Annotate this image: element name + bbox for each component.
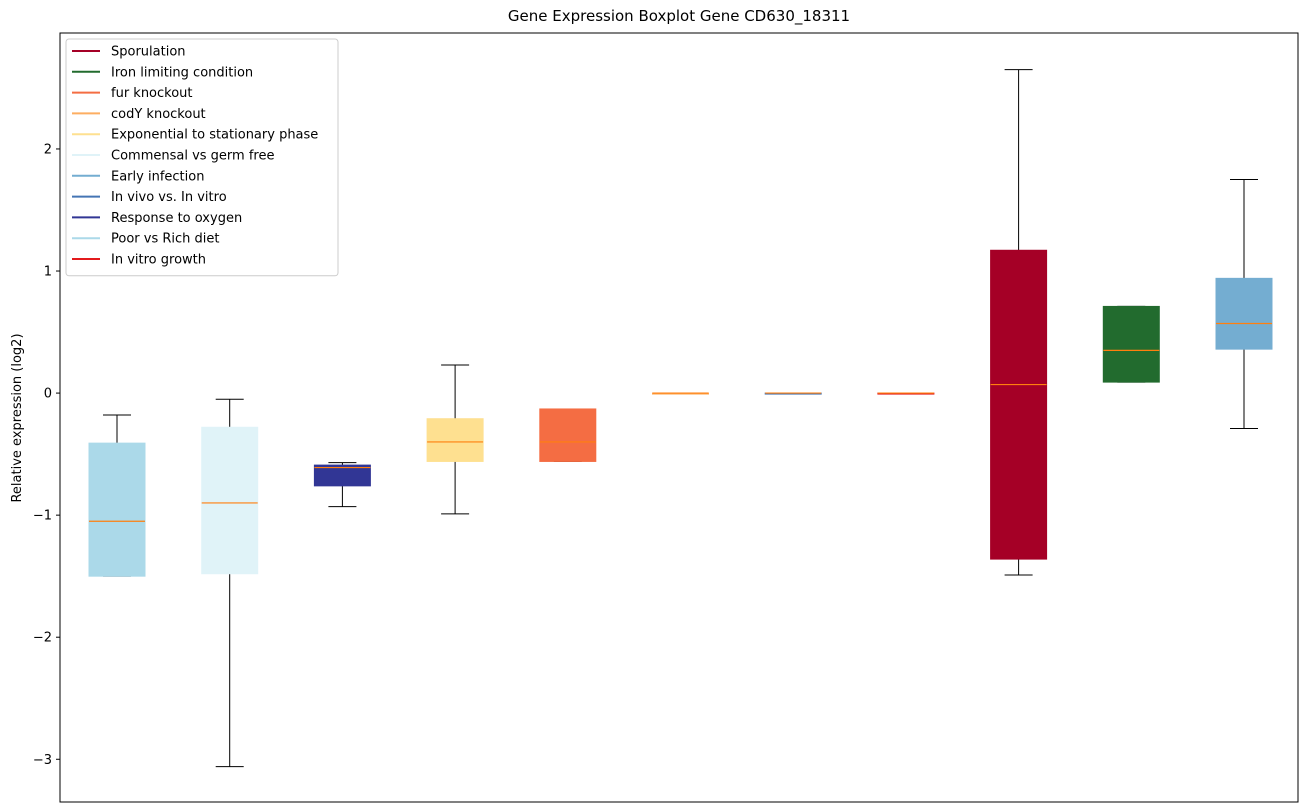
box-iqr	[313, 464, 371, 487]
legend-label: Exponential to stationary phase	[111, 128, 318, 143]
y-tick-label: −3	[33, 753, 52, 768]
legend: Sporulation Iron limiting condition fur kn…	[65, 38, 339, 277]
legend-frame	[65, 38, 339, 277]
box-iqr	[88, 442, 146, 577]
legend-label: In vitro growth	[111, 253, 206, 268]
box-iqr	[1102, 305, 1160, 383]
box-iqr	[539, 408, 597, 462]
box-iqr	[201, 426, 259, 575]
box-group	[313, 462, 371, 508]
y-axis-ticks: −3 −2 −1 0 1 2	[33, 142, 60, 768]
y-tick-label: 2	[44, 142, 52, 157]
y-tick-label: −1	[33, 509, 52, 524]
box-iqr	[1215, 277, 1273, 350]
y-tick-label: 1	[44, 265, 52, 280]
legend-label: Commensal vs germ free	[111, 149, 274, 164]
box-iqr	[990, 249, 1048, 560]
box-group	[539, 408, 597, 462]
legend-label: In vivo vs. In vitro	[111, 190, 227, 205]
chart-title: Gene Expression Boxplot Gene CD630_18311	[508, 7, 850, 26]
legend-label: fur knockout	[111, 86, 193, 101]
y-tick-label: −2	[33, 631, 52, 646]
box-group	[877, 392, 935, 395]
box-group	[990, 69, 1048, 576]
legend-label: codY knockout	[111, 107, 206, 122]
legend-label: Early infection	[111, 169, 204, 184]
box-group	[88, 414, 146, 577]
box-group	[652, 392, 709, 395]
box-group	[426, 364, 484, 515]
box-group	[1215, 178, 1273, 429]
box-iqr	[426, 418, 484, 462]
legend-label: Iron limiting condition	[111, 65, 253, 80]
box-group	[201, 398, 259, 768]
y-axis-label: Relative expression (log2)	[10, 333, 25, 502]
boxes-layer	[88, 69, 1273, 768]
y-tick-label: 0	[44, 387, 52, 402]
box-group	[764, 392, 822, 395]
legend-label: Poor vs Rich diet	[111, 232, 219, 247]
box-group	[1102, 305, 1160, 383]
plot-frame	[59, 32, 1299, 803]
legend-label: Response to oxygen	[111, 211, 242, 226]
legend-label: Sporulation	[111, 45, 186, 60]
